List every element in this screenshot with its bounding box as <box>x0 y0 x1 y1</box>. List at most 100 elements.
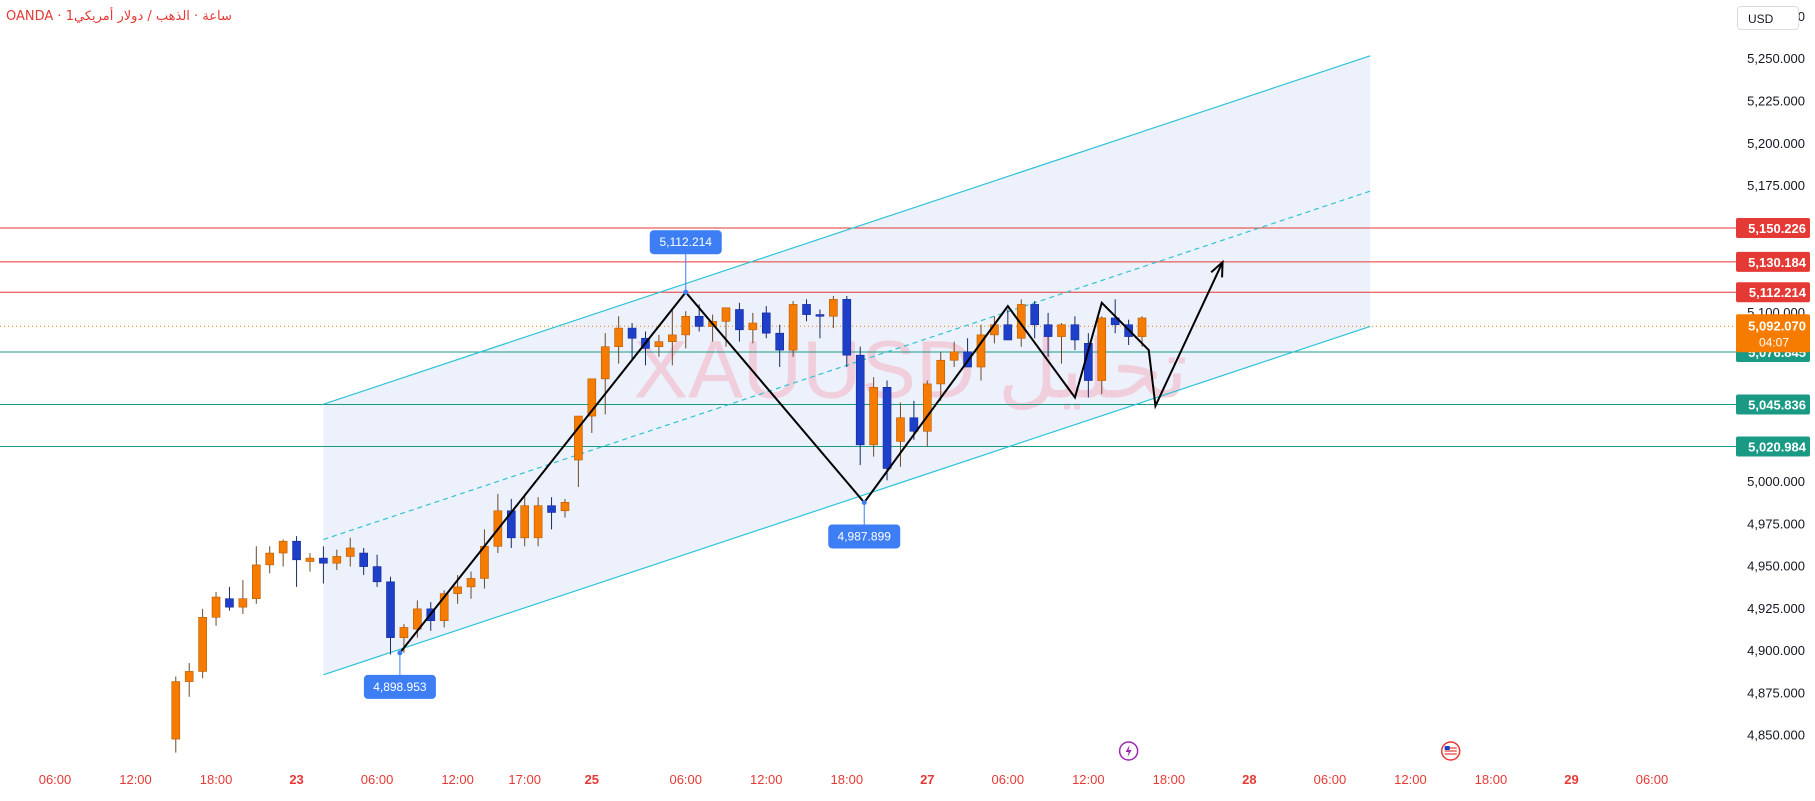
candle <box>600 346 610 380</box>
candle <box>855 354 865 446</box>
candle <box>1097 317 1107 381</box>
price-label-box[interactable] <box>363 674 436 699</box>
candle <box>1016 304 1026 339</box>
x-axis-tick-label: 12:00 <box>119 772 152 787</box>
level-price-tag-text: 5,130.184 <box>1748 255 1807 270</box>
candle <box>439 593 449 621</box>
level-price-tag-text: 5,020.984 <box>1748 440 1807 455</box>
candle <box>560 502 570 512</box>
candle <box>1137 317 1147 337</box>
price-label-point <box>683 289 689 295</box>
lightning-glyph <box>1125 745 1132 757</box>
x-axis-tick-label: 23 <box>289 772 303 787</box>
candle <box>520 505 530 539</box>
x-axis-tick-label: 06:00 <box>361 772 394 787</box>
candle <box>587 378 597 417</box>
y-axis-tick-label: 4,850.000 <box>1747 728 1805 743</box>
candle <box>627 327 637 339</box>
candle <box>547 505 556 513</box>
candle <box>533 505 543 539</box>
x-axis-tick-label: 06:00 <box>1636 772 1669 787</box>
candle <box>694 315 704 327</box>
candle <box>829 299 838 317</box>
price-label-box[interactable] <box>649 230 722 255</box>
level-price-tag <box>1736 217 1810 238</box>
candle <box>1043 324 1053 337</box>
price-label-point <box>861 499 867 505</box>
x-axis-tick-label: 06:00 <box>992 772 1025 787</box>
price-label-text: 4,987.899 <box>838 529 892 543</box>
price-label-text: 4,898.953 <box>373 680 427 694</box>
x-axis-tick-label: 18:00 <box>831 772 864 787</box>
candle <box>923 383 932 432</box>
x-axis-tick-label: 18:00 <box>200 772 233 787</box>
candle <box>386 581 395 638</box>
candle <box>721 307 731 322</box>
y-axis-tick-label: 4,900.000 <box>1747 643 1805 658</box>
candle <box>319 557 328 564</box>
candle <box>909 417 919 432</box>
candle <box>305 557 315 562</box>
candle <box>654 341 664 348</box>
candle <box>1003 324 1013 341</box>
x-axis-tick-label: 06:00 <box>1314 772 1347 787</box>
x-axis-tick-label: 06:00 <box>39 772 72 787</box>
y-axis-tick-label: 4,950.000 <box>1747 559 1805 574</box>
price-label-point <box>397 650 403 656</box>
price-label-text: 5,112.214 <box>659 235 712 249</box>
price-label-box[interactable] <box>828 524 901 549</box>
x-axis-tick-label: 18:00 <box>1475 772 1508 787</box>
level-price-tag-text: 5,045.836 <box>1748 397 1806 412</box>
y-axis-tick-label: 5,225.000 <box>1747 93 1805 108</box>
channel-upper-line[interactable] <box>323 55 1371 405</box>
candle <box>882 387 892 469</box>
candle <box>936 359 946 385</box>
candle <box>225 598 234 608</box>
candle <box>842 299 852 356</box>
x-axis-tick-label: 17:00 <box>508 772 541 787</box>
x-axis-tick-label: 27 <box>920 772 934 787</box>
candle <box>802 304 811 315</box>
candle <box>735 309 744 331</box>
level-price-tag <box>1736 282 1810 303</box>
candle <box>574 415 583 461</box>
candle <box>761 312 771 334</box>
candle <box>171 681 181 740</box>
channel-lower-line[interactable] <box>323 325 1371 676</box>
candle <box>869 387 878 446</box>
candle <box>252 564 261 600</box>
candle <box>748 322 758 331</box>
candle <box>413 608 422 630</box>
x-axis-tick-label: 29 <box>1564 772 1578 787</box>
currency-selector[interactable]: USD <box>1737 6 1799 30</box>
candle <box>815 314 825 317</box>
current-price-tag <box>1736 314 1810 353</box>
candle <box>453 586 462 594</box>
candle <box>1030 304 1039 326</box>
x-axis-tick-label: 12:00 <box>1072 772 1105 787</box>
candle <box>332 556 342 564</box>
candle <box>466 578 476 588</box>
arrow-head <box>1210 259 1224 278</box>
candle <box>345 547 355 557</box>
candle <box>949 351 959 361</box>
candle <box>211 596 221 618</box>
price-path-projection[interactable] <box>399 261 1224 654</box>
y-axis-tick-label: 4,925.000 <box>1747 601 1805 616</box>
candle <box>896 417 905 442</box>
y-axis-tick-label: 5,000.000 <box>1747 474 1805 489</box>
y-axis-tick-label: 4,975.000 <box>1747 516 1805 531</box>
y-axis-tick-label: 5,175.000 <box>1747 178 1805 193</box>
level-price-tag <box>1736 436 1810 457</box>
candle <box>668 334 677 342</box>
candle <box>1057 324 1066 337</box>
candle <box>1070 324 1080 341</box>
level-price-tag-text: 5,150.226 <box>1748 221 1806 236</box>
candle <box>278 540 288 554</box>
x-axis-tick-label: 28 <box>1242 772 1256 787</box>
y-axis-tick-label: 5,200.000 <box>1747 136 1805 151</box>
candle <box>359 552 368 567</box>
x-axis-tick-label: 12:00 <box>750 772 783 787</box>
